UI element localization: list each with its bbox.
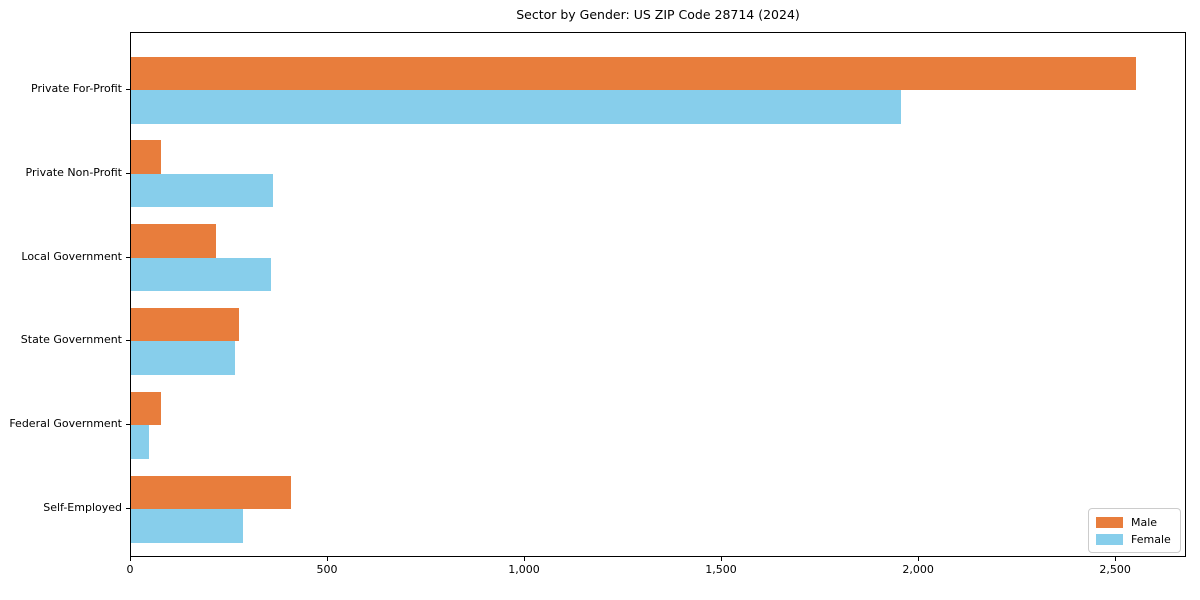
xtick-1500: [721, 557, 722, 561]
ytick-federal-government: [126, 424, 130, 426]
bar-local-government-female: [131, 257, 271, 292]
ytick-private-for-profit: [126, 89, 130, 90]
xtick-label-1000: 1,000: [508, 563, 540, 576]
legend-item-male: Male: [1096, 514, 1173, 531]
ytick-label-local-government: Local Government: [21, 249, 122, 263]
xtick-label-2500: 2,500: [1099, 563, 1131, 576]
ytick-state-government: [126, 340, 130, 342]
bar-private-for-profit-male: [131, 56, 1136, 90]
bar-self-employed-male: [131, 475, 291, 509]
xtick-label-1500: 1,500: [705, 563, 737, 576]
bar-private-for-profit-female: [131, 90, 902, 124]
chart-title: Sector by Gender: US ZIP Code 28714 (202…: [516, 7, 800, 22]
legend-swatch-female: [1096, 534, 1123, 545]
bar-private-non-profit-female: [131, 173, 273, 208]
plot-area: [130, 32, 1186, 557]
legend-swatch-male: [1096, 517, 1123, 528]
xtick-0: [130, 557, 131, 561]
ytick-label-private-for-profit: Private For-Profit: [31, 82, 122, 95]
ytick-private-non-profit: [126, 172, 130, 174]
bar-state-government-male: [131, 307, 240, 342]
xtick-1000: [524, 557, 525, 561]
legend-label-male: Male: [1131, 516, 1158, 529]
legend-item-female: Female: [1096, 531, 1173, 548]
bar-private-non-profit-male: [131, 140, 161, 174]
ytick-self-employed: [126, 508, 130, 509]
bar-federal-government-female: [131, 425, 149, 459]
bar-self-employed-female: [131, 509, 244, 543]
bar-local-government-male: [131, 224, 216, 258]
xtick-label-2000: 2,000: [902, 563, 934, 576]
xtick-500: [327, 557, 328, 561]
xtick-2000: [918, 557, 920, 561]
legend: Male Female: [1088, 508, 1181, 553]
ytick-label-self-employed: Self-Employed: [43, 501, 122, 514]
ytick-label-private-non-profit: Private Non-Profit: [25, 165, 122, 179]
xtick-2500: [1115, 557, 1117, 561]
bar-federal-government-male: [131, 391, 161, 426]
legend-label-female: Female: [1131, 533, 1171, 546]
bar-state-government-female: [131, 341, 236, 375]
ytick-label-state-government: State Government: [20, 333, 122, 347]
xtick-label-0: 0: [126, 563, 134, 576]
xtick-label-500: 500: [316, 563, 338, 576]
ytick-label-federal-government: Federal Government: [9, 417, 122, 431]
ytick-local-government: [126, 256, 130, 258]
